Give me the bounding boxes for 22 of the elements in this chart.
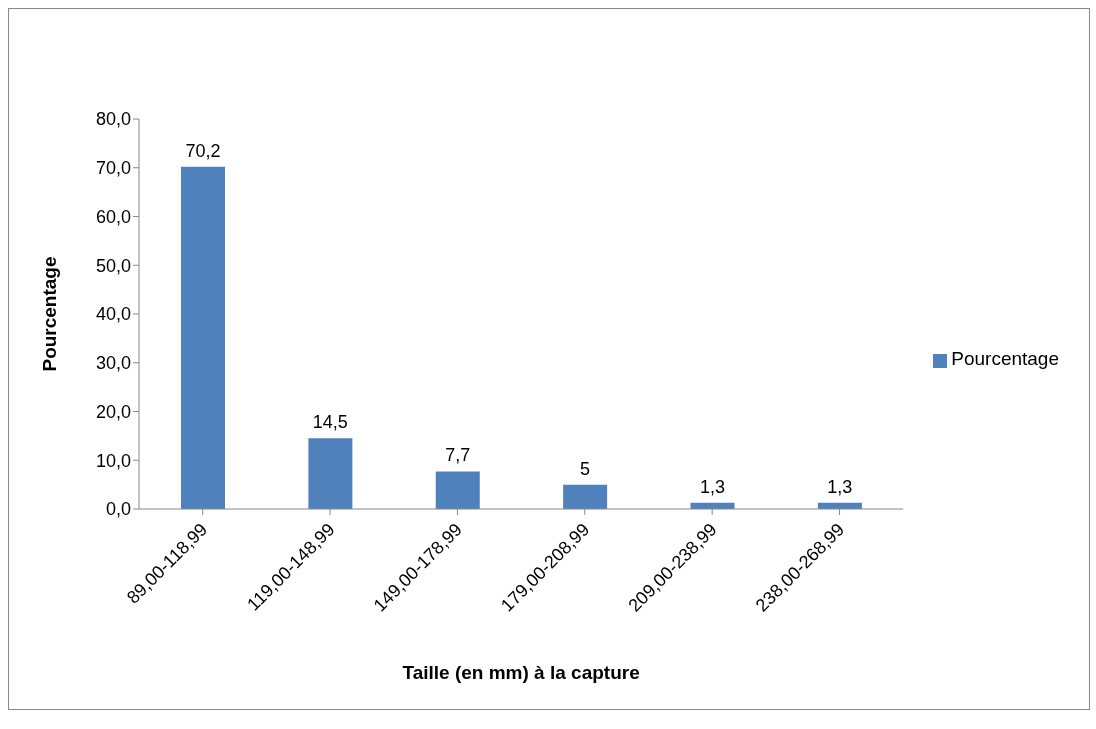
data-label: 70,2 [185,140,221,161]
y-tick-label: 50,0 [95,255,131,276]
bar [308,438,353,509]
bar [435,471,480,509]
data-label: 14,5 [312,412,348,433]
bar [181,166,225,509]
y-tick-label: 70,0 [95,158,131,179]
legend-label: Pourcentage [951,348,1059,369]
y-tick-label: 60,0 [95,206,131,227]
y-tick-label: 10,0 [95,450,131,471]
x-axis-title: Taille (en mm) à la capture [402,662,640,683]
y-tick-label: 30,0 [95,353,131,374]
y-tick-label: 40,0 [95,304,131,325]
y-tick-label: 80,0 [95,109,131,130]
data-label: 1,3 [827,476,853,497]
bar [563,484,608,509]
data-label: 1,3 [699,476,726,497]
y-tick-label: 20,0 [95,401,131,422]
y-axis-title: Pourcentage [38,256,60,372]
data-label: 7,7 [445,445,471,466]
data-label: 5 [580,458,591,479]
y-tick-label: 0,0 [105,499,131,520]
